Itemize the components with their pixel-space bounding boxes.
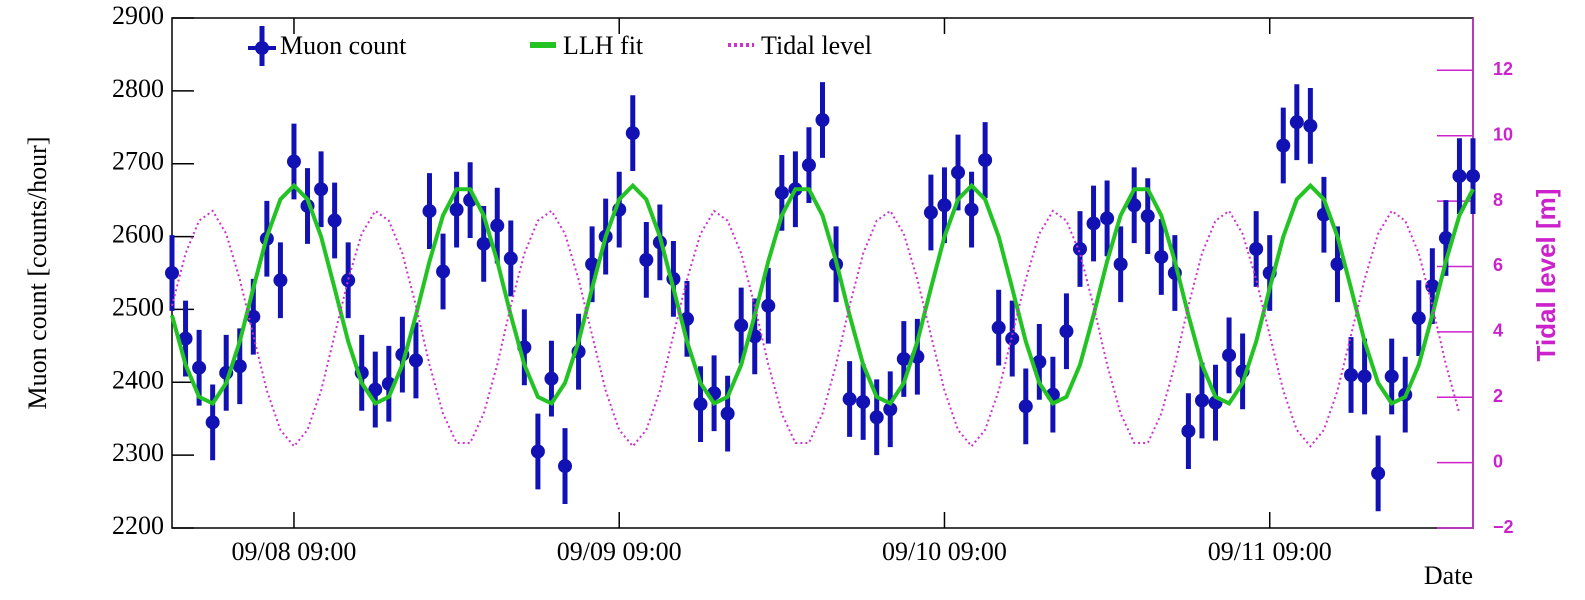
legend-label: Tidal level (761, 31, 872, 60)
data-point (314, 182, 329, 197)
data-point (422, 204, 437, 219)
data-point (801, 158, 816, 173)
y-tick-label: 2900 (112, 1, 164, 30)
data-point (286, 154, 301, 169)
data-point (408, 353, 423, 368)
data-point (368, 382, 383, 397)
y2-tick-label: 4 (1493, 321, 1503, 341)
x-tick-label: 09/08 09:00 (231, 537, 356, 566)
data-point (964, 202, 979, 217)
data-point (1032, 354, 1047, 369)
data-point (1384, 369, 1399, 384)
data-point (1072, 241, 1087, 256)
y-tick-label: 2600 (112, 220, 164, 249)
y-tick-label: 2400 (112, 365, 164, 394)
data-point (1330, 257, 1345, 272)
y2-tick-label: 2 (1493, 386, 1503, 406)
data-point (1018, 399, 1033, 414)
y2-tick-label: 12 (1493, 59, 1513, 79)
data-point (923, 205, 938, 220)
data-point (991, 320, 1006, 335)
data-point (1086, 216, 1101, 231)
data-point (341, 273, 356, 288)
data-point (1303, 118, 1318, 133)
data-point (774, 185, 789, 200)
data-point (1411, 311, 1426, 326)
data-point (896, 351, 911, 366)
data-point (1127, 198, 1142, 213)
y-tick-label: 2300 (112, 438, 164, 467)
data-point (1140, 209, 1155, 224)
data-point (1438, 231, 1453, 246)
data-point (558, 459, 573, 474)
data-point (232, 359, 247, 374)
y2-tick-label: −2 (1493, 517, 1514, 537)
data-point (1276, 138, 1291, 153)
data-point (490, 218, 505, 233)
data-point (327, 213, 342, 228)
data-point (842, 392, 857, 407)
legend-marker (255, 41, 269, 55)
data-point (1154, 249, 1169, 264)
data-point (1222, 348, 1237, 363)
data-point (693, 397, 708, 412)
data-point (1100, 211, 1115, 226)
data-point (503, 251, 518, 266)
data-point (178, 331, 193, 346)
data-point (951, 165, 966, 180)
x-tick-label: 09/11 09:00 (1208, 537, 1332, 566)
data-point (734, 318, 749, 333)
data-point (1249, 241, 1264, 256)
data-point (530, 444, 545, 459)
data-point (1113, 257, 1128, 272)
data-point (937, 198, 952, 213)
data-point (449, 202, 464, 217)
data-point (1425, 279, 1440, 294)
data-point (476, 236, 491, 251)
data-point (1194, 393, 1209, 408)
y-tick-label: 2200 (112, 511, 164, 540)
data-point (856, 394, 871, 409)
y2-tick-label: 6 (1493, 255, 1503, 275)
data-point (1344, 368, 1359, 382)
data-point (1371, 466, 1386, 481)
y2-axis-title: Tidal level [m] (1531, 189, 1561, 362)
data-point (1181, 424, 1196, 439)
data-point (978, 153, 993, 168)
data-point (720, 406, 735, 421)
x-tick-label: 09/09 09:00 (557, 537, 682, 566)
y-tick-label: 2500 (112, 292, 164, 321)
data-point (869, 410, 884, 425)
data-point (273, 273, 288, 288)
data-point (761, 298, 776, 313)
series-line (170, 182, 1475, 406)
data-point (1357, 369, 1372, 384)
y2-tick-label: 0 (1493, 451, 1503, 471)
y2-tick-label: 10 (1493, 124, 1513, 144)
y-axis-title: Muon count [counts/hour] (23, 137, 52, 410)
data-point (544, 371, 559, 386)
data-point (1059, 324, 1074, 339)
data-point (436, 264, 451, 279)
data-point (246, 309, 261, 324)
data-point (815, 113, 830, 127)
data-point (625, 126, 640, 141)
x-axis-title: Date (1424, 561, 1473, 590)
legend-label: LLH fit (563, 31, 644, 60)
series-line (171, 209, 1461, 448)
data-point (165, 266, 179, 280)
y2-tick-label: 8 (1493, 190, 1503, 210)
data-point (883, 402, 898, 417)
data-point (639, 252, 654, 267)
y-tick-label: 2700 (112, 147, 164, 176)
y-tick-label: 2800 (112, 74, 164, 103)
x-tick-label: 09/10 09:00 (882, 537, 1007, 566)
data-point (1452, 169, 1467, 184)
data-point (205, 415, 220, 430)
legend-label: Muon count (280, 31, 407, 60)
data-point (1289, 115, 1304, 130)
data-point (192, 360, 207, 375)
data-point (1466, 169, 1480, 184)
